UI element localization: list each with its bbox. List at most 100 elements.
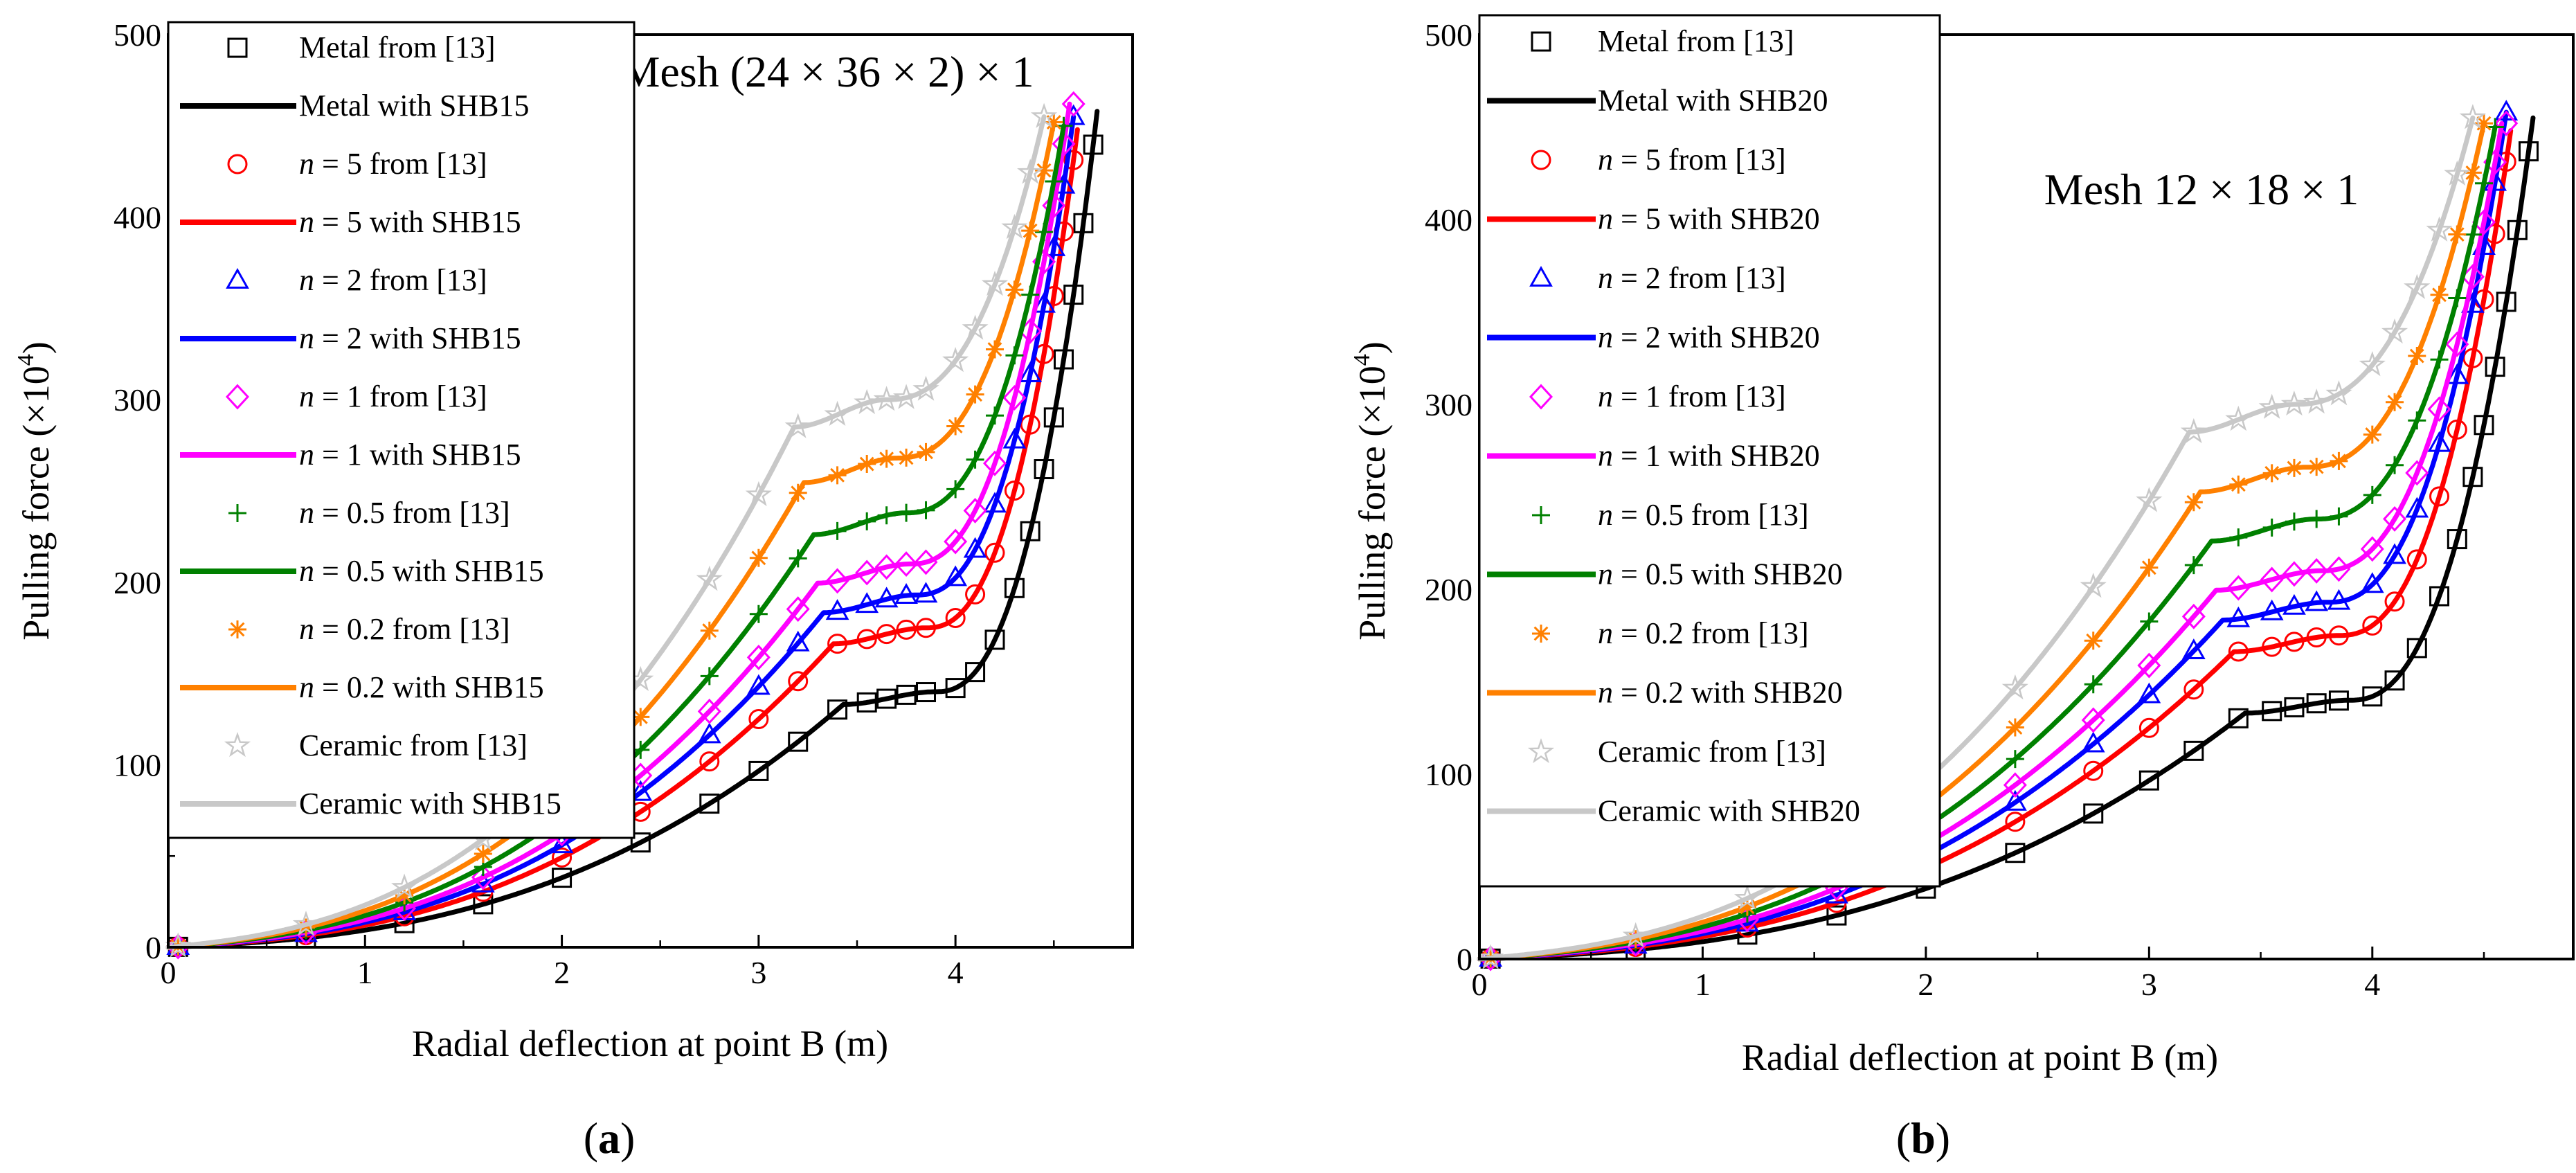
data-point (631, 708, 650, 726)
data-point (2282, 593, 2306, 615)
legend-item: Ceramic with SHB20 (1487, 794, 1860, 828)
data-point (916, 618, 936, 638)
panel-label: (b) (1896, 1113, 1950, 1163)
data-point (748, 708, 769, 729)
y-tick-label: 400 (1425, 202, 1472, 238)
legend-label: n = 1 with SHB20 (1598, 439, 1820, 473)
data-point (1030, 102, 1058, 128)
legend-label: n = 5 with SHB15 (299, 205, 521, 239)
x-tick-label: 3 (750, 955, 766, 990)
data-point (912, 375, 939, 401)
data-point (2328, 690, 2349, 711)
plot-area (1477, 100, 2539, 971)
y-tick-label: 0 (1457, 942, 1472, 977)
data-point (876, 688, 897, 709)
data-point (2360, 536, 2384, 562)
legend-label: n = 0.5 from [13] (299, 496, 510, 530)
data-point (984, 629, 1005, 650)
legend-item: Ceramic with SHB15 (180, 787, 561, 821)
data-point (2081, 731, 2105, 753)
data-point (942, 347, 969, 373)
legend-item: n = 2 with SHB15 (180, 321, 521, 355)
data-point (825, 568, 849, 594)
data-point (2180, 418, 2207, 444)
series-metal (1477, 115, 2539, 969)
legend-item: n = 0.5 from [13] (228, 496, 510, 530)
data-point (2463, 225, 2482, 244)
data-point (1002, 427, 1027, 449)
legend-item: n = 1 with SHB20 (1487, 439, 1820, 473)
legend-label: Metal from [13] (299, 30, 495, 64)
chart-title: Mesh 12 × 18 × 1 (2044, 165, 2359, 214)
data-point (2474, 415, 2494, 436)
series-line (165, 109, 1100, 950)
legend-label: n = 1 from [13] (299, 379, 487, 413)
legend-item: Ceramic from [13] (1527, 735, 1826, 769)
data-point (1002, 384, 1027, 411)
y-tick-label: 300 (114, 382, 161, 418)
data-point (827, 634, 848, 654)
data-point (2285, 512, 2303, 531)
data-point (2225, 405, 2252, 431)
data-point (789, 483, 807, 502)
data-point (1622, 922, 1649, 948)
y-tick-label: 200 (114, 565, 161, 600)
data-point (2447, 529, 2467, 550)
data-point (1052, 131, 1076, 157)
legend-item: n = 5 with SHB15 (180, 205, 521, 239)
legend-item: n = 5 with SHB20 (1487, 202, 1820, 236)
data-point (2429, 586, 2450, 607)
data-point (2140, 612, 2159, 631)
x-tick-label: 0 (1472, 967, 1488, 1002)
data-point (1035, 161, 1054, 180)
series-markers (1477, 104, 2487, 969)
data-point (2258, 393, 2285, 419)
data-point (1061, 91, 1086, 117)
data-point (2226, 606, 2251, 627)
data-point (917, 501, 935, 519)
data-point (2463, 163, 2482, 182)
data-point (2386, 393, 2404, 411)
data-point (1477, 944, 1504, 969)
data-point (1021, 222, 1040, 240)
data-point (2184, 493, 2203, 512)
data-point (746, 674, 771, 695)
data-point (1005, 280, 1024, 299)
data-point (699, 751, 720, 772)
data-point (2360, 572, 2384, 593)
data-point (1043, 407, 1064, 428)
legend-item: n = 0.2 with SHB20 (1487, 676, 1843, 710)
data-point (877, 506, 896, 525)
data-point (2496, 292, 2516, 312)
legend: Metal from [13] Metal with SHB20 n = 5 fro… (1478, 14, 1941, 888)
data-point (1083, 134, 1104, 155)
data-point (2183, 740, 2204, 761)
data-point (983, 450, 1007, 476)
data-point (2306, 693, 2327, 714)
data-point (896, 684, 917, 705)
legend-item: n = 0.2 from [13] (228, 612, 510, 646)
data-point (2305, 557, 2329, 584)
data-point (2138, 770, 2159, 791)
legend-item: n = 0.2 from [13] (1532, 616, 1809, 650)
x-tick-label: 0 (161, 955, 177, 990)
data-point (2485, 357, 2505, 377)
data-point (1054, 349, 1074, 370)
data-point (2083, 760, 2104, 781)
data-point (2003, 772, 2027, 798)
data-point (550, 832, 574, 854)
data-point (745, 481, 772, 506)
data-point (2381, 318, 2408, 344)
data-point (2384, 670, 2405, 691)
legend-marker (226, 384, 249, 410)
data-point (2284, 697, 2305, 717)
data-point (749, 605, 768, 623)
data-point (2184, 556, 2203, 575)
data-point (1004, 577, 1025, 598)
data-point (2306, 627, 2327, 647)
data-point (2001, 674, 2028, 700)
data-point (2386, 456, 2404, 474)
legend-marker (1531, 31, 1551, 52)
data-point (855, 592, 879, 614)
